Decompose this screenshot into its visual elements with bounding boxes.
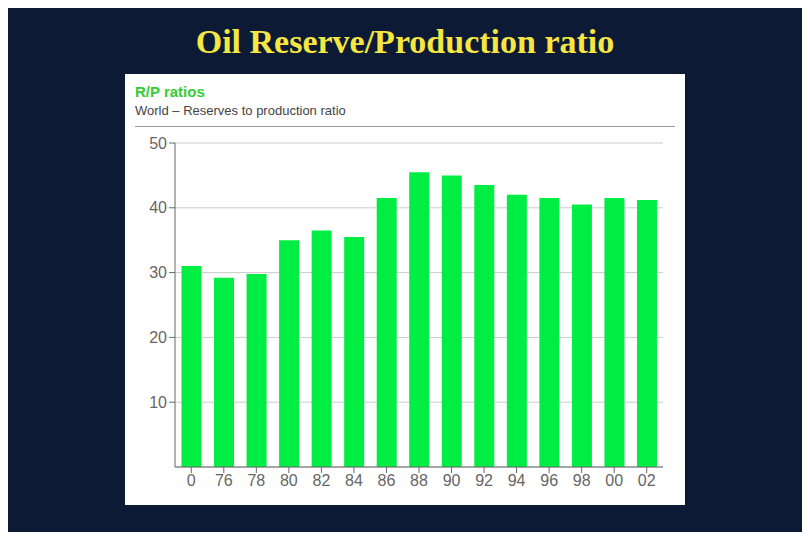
svg-text:84: 84 — [345, 472, 363, 489]
svg-text:00: 00 — [605, 472, 623, 489]
svg-text:30: 30 — [149, 264, 167, 281]
svg-text:20: 20 — [149, 329, 167, 346]
svg-text:82: 82 — [313, 472, 331, 489]
html-text:World – Reserves to production: World – Reserves to production ratio — [135, 103, 346, 118]
svg-text:88: 88 — [410, 472, 428, 489]
svg-text:98: 98 — [573, 472, 591, 489]
svg-text:80: 80 — [280, 472, 298, 489]
svg-text:94: 94 — [508, 472, 526, 489]
svg-text:90: 90 — [443, 472, 461, 489]
svg-text:10: 10 — [149, 394, 167, 411]
svg-text:96: 96 — [540, 472, 558, 489]
svg-text:0: 0 — [187, 472, 196, 489]
svg-text:86: 86 — [378, 472, 396, 489]
svg-text:92: 92 — [475, 472, 493, 489]
html-text:R/P ratios: R/P ratios — [135, 83, 205, 100]
svg-text:78: 78 — [247, 472, 265, 489]
svg-text:40: 40 — [149, 199, 167, 216]
svg-text:50: 50 — [149, 135, 167, 152]
svg-text:76: 76 — [215, 472, 233, 489]
html-text:Oil Reserve/Production ratio: Oil Reserve/Production ratio — [195, 23, 615, 60]
svg-text:02: 02 — [638, 472, 656, 489]
